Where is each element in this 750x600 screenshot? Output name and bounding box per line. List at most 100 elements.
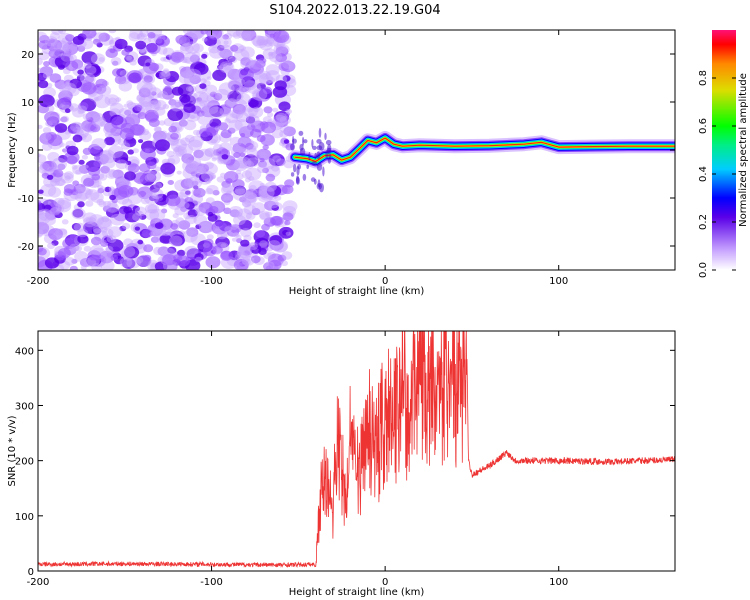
noise-blob <box>112 68 123 77</box>
noise-blob <box>222 183 235 194</box>
noise-blob <box>192 43 204 53</box>
noise-blob <box>202 245 217 257</box>
noise-blob <box>283 126 296 137</box>
noise-blob <box>165 54 173 60</box>
noise-blob <box>156 93 163 98</box>
noise-blob <box>252 35 268 49</box>
noise-blob <box>248 105 264 119</box>
noise-blob <box>178 230 186 236</box>
noise-blob <box>220 172 226 178</box>
noise-blob <box>251 88 268 101</box>
noise-blob <box>77 105 88 114</box>
noise-blob <box>275 117 289 128</box>
noise-blob <box>108 226 122 238</box>
noise-blob <box>228 206 243 218</box>
noise-blob <box>278 141 285 147</box>
noise-blob <box>82 30 97 39</box>
noise-blob <box>72 134 83 143</box>
noise-blob <box>120 142 131 150</box>
noise-blob <box>224 118 231 124</box>
noise-blob <box>205 256 221 269</box>
noise-blob <box>238 219 253 231</box>
noise-blob <box>108 169 119 178</box>
noise-blob <box>284 220 291 226</box>
noise-blob <box>110 254 119 261</box>
noise-blob <box>282 75 291 82</box>
noise-blob <box>138 139 144 144</box>
noise-blob <box>206 234 214 240</box>
ridge-scatter <box>316 183 322 190</box>
noise-blob <box>204 148 215 157</box>
noise-blob <box>251 202 266 214</box>
noise-blob <box>206 30 223 40</box>
noise-blob <box>275 53 288 63</box>
noise-blob <box>157 246 170 257</box>
noise-blob <box>267 112 274 118</box>
ridge-scatter <box>324 132 327 140</box>
noise-blob <box>223 196 230 202</box>
noise-blob <box>251 208 261 216</box>
noise-blob <box>53 197 65 207</box>
ridge-scatter <box>312 145 317 150</box>
noise-blob <box>38 189 44 194</box>
noise-blob <box>127 163 140 173</box>
noise-blob <box>61 82 77 95</box>
noise-blob <box>240 57 255 69</box>
noise-blob <box>276 158 286 167</box>
noise-blob <box>206 184 219 195</box>
noise-blob <box>242 87 248 92</box>
noise-blob <box>49 73 62 83</box>
noise-blob <box>49 207 61 216</box>
noise-blob <box>83 164 89 169</box>
noise-blob <box>195 30 201 33</box>
noise-blob <box>134 104 143 112</box>
noise-blob <box>258 73 274 85</box>
noise-blob <box>273 30 290 43</box>
noise-blob <box>258 210 270 220</box>
noise-blob <box>211 221 228 235</box>
noise-blob <box>238 68 254 81</box>
plot-frame-bottom <box>37 330 676 572</box>
noise-blob <box>219 48 232 59</box>
noise-blob <box>186 227 199 238</box>
noise-blob <box>146 170 162 182</box>
noise-blob <box>38 72 47 82</box>
noise-blob <box>248 185 257 192</box>
noise-blob <box>183 120 197 131</box>
noise-blob <box>124 210 140 223</box>
noise-blob <box>185 190 191 195</box>
noise-blob <box>236 93 251 105</box>
noise-blob <box>249 242 256 248</box>
noise-blob <box>187 209 198 218</box>
noise-blob <box>235 169 242 175</box>
noise-blob <box>56 41 69 51</box>
noise-blob <box>74 251 88 262</box>
noise-blob <box>182 30 193 35</box>
noise-blob <box>228 119 243 132</box>
noise-blob <box>55 199 72 213</box>
noise-blob <box>189 135 204 148</box>
y-tick-label: 100 <box>15 512 34 523</box>
noise-blob <box>170 99 182 109</box>
noise-blob <box>64 171 74 180</box>
noise-blob <box>137 33 145 40</box>
x-tick-label: 100 <box>549 577 568 588</box>
ridge-scatter <box>293 163 297 173</box>
noise-blob <box>266 79 273 86</box>
noise-blob <box>167 180 174 185</box>
noise-blob <box>186 30 203 40</box>
noise-blob <box>47 242 55 250</box>
noise-blob <box>141 48 148 53</box>
noise-blob <box>232 232 240 238</box>
noise-blob <box>178 119 188 127</box>
noise-blob <box>233 104 247 116</box>
noise-blob <box>46 114 61 126</box>
noise-blob <box>246 126 253 132</box>
noise-blob <box>90 192 104 203</box>
noise-blob <box>273 121 284 130</box>
noise-blob <box>193 129 201 136</box>
noise-blob <box>69 243 80 252</box>
noise-blob <box>89 214 105 227</box>
noise-blob <box>234 119 249 131</box>
noise-blob <box>183 52 199 65</box>
